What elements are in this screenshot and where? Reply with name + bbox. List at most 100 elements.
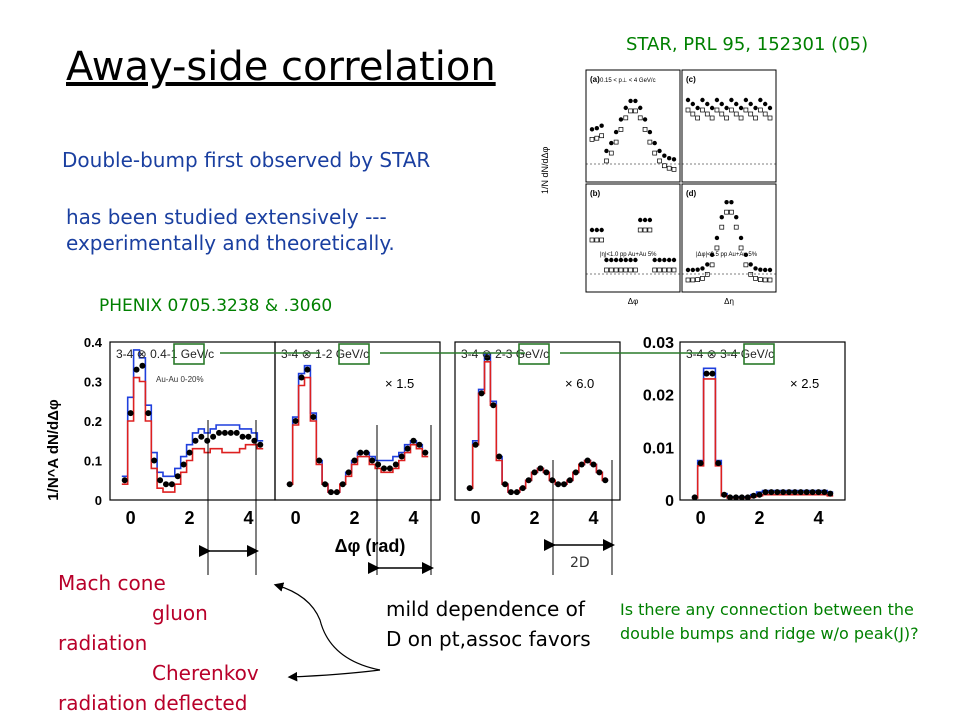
phenix-series-red <box>121 376 264 493</box>
star-open-point <box>652 267 658 273</box>
star-point <box>700 266 705 271</box>
phenix-data-point <box>286 481 293 488</box>
star-point <box>734 101 739 107</box>
phenix-data-point <box>404 445 411 452</box>
star-open-point <box>724 209 729 215</box>
star-open-point <box>633 108 638 114</box>
star-point <box>666 156 672 161</box>
star-point <box>709 105 715 111</box>
phenix-data-point <box>732 494 739 501</box>
star-open-point <box>666 267 672 273</box>
phenix-data-point <box>310 414 317 421</box>
star-point <box>628 98 633 104</box>
star-open-point <box>647 139 653 145</box>
star-frame <box>585 183 681 293</box>
phenix-data-point <box>239 433 246 440</box>
star-open-point <box>618 127 624 132</box>
phenix-data-point <box>204 437 211 444</box>
star-open-point <box>762 111 768 117</box>
mach-line-2: gluon <box>152 601 208 625</box>
phenix-frame <box>274 341 441 501</box>
phenix-data-point <box>762 489 769 496</box>
phenix-panel-label: 3-4 ⊗ 1-2 GeV/c <box>281 347 369 361</box>
phenix-data-point <box>233 429 240 436</box>
phenix-panel-label: 3-4 ⊗ 0.4-1 GeV/c <box>116 347 214 361</box>
star-point <box>647 129 653 135</box>
phenix-data-point <box>703 370 710 377</box>
phenix-xtick: 2 <box>755 508 765 528</box>
star-legend: |Δφ|<0.5 pp Au+Au 5% <box>696 252 758 258</box>
star-open-point <box>657 158 662 164</box>
mach-cone-text: Mach cone gluon radiation Cherenkov radi… <box>58 568 318 718</box>
star-point <box>758 267 763 272</box>
phenix-data-point <box>245 433 252 440</box>
star-open-point <box>748 272 754 277</box>
star-open-point <box>753 276 758 281</box>
phenix-data-point <box>386 465 393 472</box>
mach-line-3: radiation <box>58 631 148 655</box>
phenix-data-point <box>339 481 346 488</box>
star-open-point <box>613 139 619 145</box>
star-point <box>599 227 604 233</box>
star-open-point <box>748 111 754 117</box>
star-point <box>753 266 758 271</box>
star-legend: 0.15 < p⊥ < 4 GeV/c <box>600 77 656 84</box>
star-point <box>762 101 768 107</box>
phenix-frame <box>454 341 621 501</box>
phenix-data-point <box>363 449 370 456</box>
star-point <box>604 257 609 263</box>
star-point <box>719 101 724 107</box>
phenix-data-point <box>691 494 698 501</box>
phenix-data-point <box>709 370 716 377</box>
star-open-point <box>738 245 744 251</box>
phenix-data-point <box>121 477 128 484</box>
star-open-point <box>690 277 696 283</box>
star-point <box>666 257 672 263</box>
phenix-data-point <box>345 469 352 476</box>
star-open-point <box>642 127 648 132</box>
star-point <box>613 129 619 135</box>
star-point <box>642 217 648 223</box>
star-point <box>729 199 734 205</box>
phenix-data-point <box>292 418 299 424</box>
star-ylabel: 1/N dN/dΔφ <box>540 146 550 194</box>
star-open-point <box>704 111 710 117</box>
phenix-data-point <box>198 433 205 440</box>
phenix-data-point <box>596 469 603 476</box>
phenix-xtick: 0 <box>291 508 301 528</box>
phenix-data-point <box>697 460 704 467</box>
star-point <box>724 105 729 111</box>
star-open-point <box>594 135 600 141</box>
phenix-data-point <box>357 449 364 456</box>
phenix-data-point <box>192 437 199 444</box>
phenix-ylabel: 1/N^A dN/dΔφ <box>45 399 62 501</box>
star-open-point <box>642 227 648 233</box>
star-point <box>633 257 638 263</box>
phenix-ytick-left: 0 <box>95 493 102 508</box>
star-point <box>642 117 648 122</box>
phenix-label-box <box>518 343 550 365</box>
star-open-point <box>733 111 739 117</box>
star-figure: 1/N dN/dΔφ (a) 0.15 < p⊥ < 4 GeV/c (b) |η|<… <box>540 64 780 322</box>
phenix-scale: × 6.0 <box>565 376 594 391</box>
phenix-panel-label: 3-4 ⊗ 3-4 GeV/c <box>686 347 774 361</box>
star-point <box>743 252 749 258</box>
star-point <box>714 235 720 241</box>
star-open-point <box>719 224 725 230</box>
phenix-frame <box>109 341 276 501</box>
phenix-data-point <box>543 469 550 476</box>
star-panel-id: (a) <box>590 75 600 84</box>
phenix-xtick: 4 <box>588 508 598 528</box>
phenix-data-point <box>502 481 509 488</box>
phenix-data-point <box>392 461 399 468</box>
phenix-data-point <box>590 461 597 468</box>
phenix-data-point <box>727 494 734 501</box>
phenix-data-point <box>127 410 134 417</box>
phenix-data-point <box>186 449 193 456</box>
star-open-point <box>719 111 725 117</box>
phenix-data-point <box>507 489 514 496</box>
star-legend: |η|<1.0 pp Au+Au 5% <box>600 252 657 258</box>
star-xlabel: Δφ <box>628 297 639 306</box>
star-point <box>609 257 614 263</box>
phenix-data-point <box>750 492 757 499</box>
